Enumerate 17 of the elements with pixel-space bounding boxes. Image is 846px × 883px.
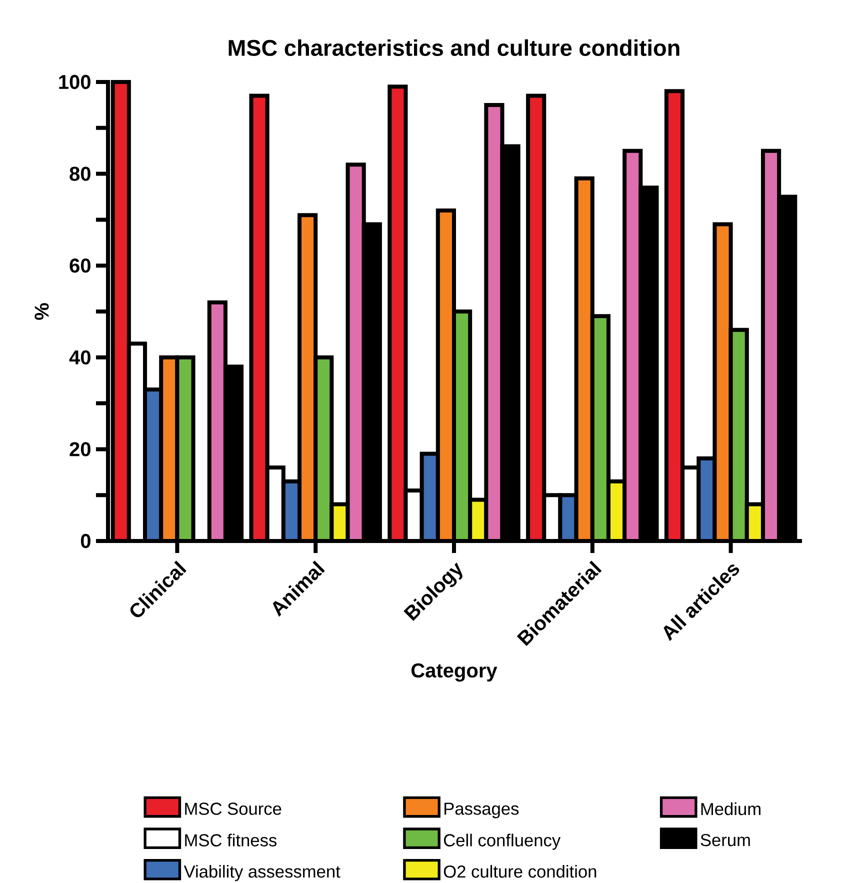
legend-label: Serum bbox=[700, 834, 750, 846]
y-tick-label: 60 bbox=[70, 258, 90, 273]
y-tick-label: 0 bbox=[80, 534, 90, 548]
y-tick-label: 100 bbox=[59, 74, 90, 90]
legend-label: MSC Source bbox=[185, 802, 282, 815]
legend-label: Viability assessment bbox=[184, 864, 340, 882]
y-axis-title: % bbox=[34, 303, 49, 320]
legend-label: Medium bbox=[701, 802, 760, 816]
chart-title: MSC characteristics and culture condition bbox=[228, 39, 680, 56]
legend-label: MSC fitness bbox=[185, 834, 277, 846]
x-axis-title: Category bbox=[411, 663, 498, 682]
legend-label: Cell confluency bbox=[444, 834, 561, 850]
legend-label: O2 culture condition bbox=[444, 864, 596, 878]
legend-label: Passages bbox=[444, 802, 519, 818]
y-tick-label: 20 bbox=[70, 442, 90, 456]
y-tick-label: 40 bbox=[69, 350, 90, 364]
y-tick-label: 80 bbox=[70, 166, 90, 181]
